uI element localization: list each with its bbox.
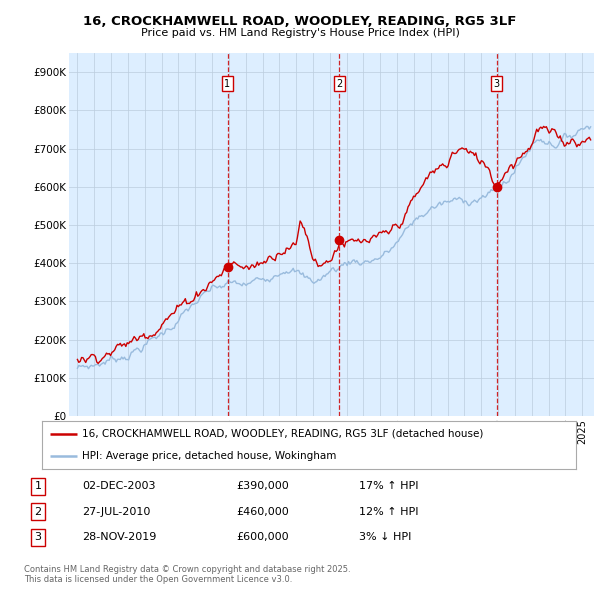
Text: Contains HM Land Registry data © Crown copyright and database right 2025.: Contains HM Land Registry data © Crown c…	[24, 565, 350, 574]
Text: HPI: Average price, detached house, Wokingham: HPI: Average price, detached house, Woki…	[82, 451, 337, 461]
Text: 16, CROCKHAMWELL ROAD, WOODLEY, READING, RG5 3LF: 16, CROCKHAMWELL ROAD, WOODLEY, READING,…	[83, 15, 517, 28]
Text: 17% ↑ HPI: 17% ↑ HPI	[359, 481, 418, 491]
Text: 1: 1	[34, 481, 41, 491]
Text: 3% ↓ HPI: 3% ↓ HPI	[359, 532, 411, 542]
Text: Price paid vs. HM Land Registry's House Price Index (HPI): Price paid vs. HM Land Registry's House …	[140, 28, 460, 38]
Text: £390,000: £390,000	[236, 481, 289, 491]
Text: £460,000: £460,000	[236, 507, 289, 517]
Text: 27-JUL-2010: 27-JUL-2010	[83, 507, 151, 517]
Text: £600,000: £600,000	[236, 532, 289, 542]
Text: 12% ↑ HPI: 12% ↑ HPI	[359, 507, 418, 517]
Text: 3: 3	[494, 78, 500, 88]
Text: 2: 2	[34, 507, 41, 517]
Text: 3: 3	[34, 532, 41, 542]
Text: This data is licensed under the Open Government Licence v3.0.: This data is licensed under the Open Gov…	[24, 575, 292, 584]
Text: 02-DEC-2003: 02-DEC-2003	[83, 481, 156, 491]
Text: 16, CROCKHAMWELL ROAD, WOODLEY, READING, RG5 3LF (detached house): 16, CROCKHAMWELL ROAD, WOODLEY, READING,…	[82, 429, 484, 439]
Text: 2: 2	[336, 78, 343, 88]
Text: 28-NOV-2019: 28-NOV-2019	[83, 532, 157, 542]
Text: 1: 1	[224, 78, 230, 88]
